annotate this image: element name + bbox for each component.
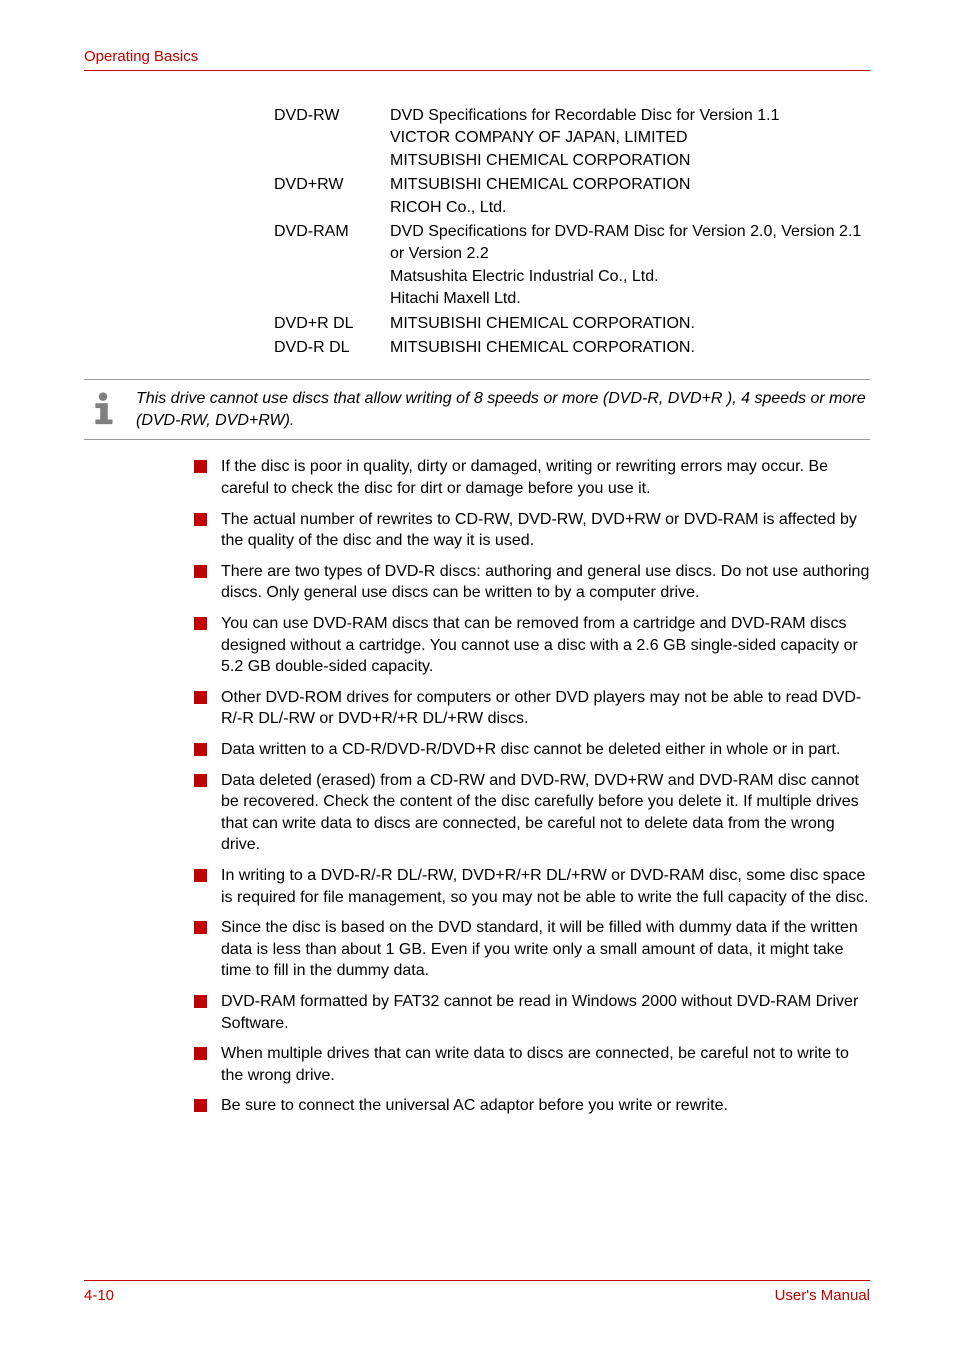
- spec-label: DVD-RAM: [274, 221, 390, 311]
- list-item: Other DVD-ROM drives for computers or ot…: [194, 687, 870, 730]
- spec-row: DVD-RWDVD Specifications for Recordable …: [274, 105, 870, 172]
- spec-label: DVD-RW: [274, 105, 390, 172]
- bullet-text: DVD-RAM formatted by FAT32 cannot be rea…: [221, 991, 870, 1034]
- list-item: Data deleted (erased) from a CD-RW and D…: [194, 770, 870, 856]
- list-item: There are two types of DVD-R discs: auth…: [194, 561, 870, 604]
- header-title: Operating Basics: [84, 48, 198, 65]
- bullet-icon: [194, 1047, 207, 1060]
- bullet-icon: [194, 460, 207, 473]
- bullet-text: In writing to a DVD-R/-R DL/-RW, DVD+R/+…: [221, 865, 870, 908]
- spec-value: DVD Specifications for DVD-RAM Disc for …: [390, 221, 870, 311]
- spec-value: MITSUBISHI CHEMICAL CORPORATION RICOH Co…: [390, 174, 870, 219]
- bullet-icon: [194, 513, 207, 526]
- list-item: In writing to a DVD-R/-R DL/-RW, DVD+R/+…: [194, 865, 870, 908]
- page-footer: 4-10 User's Manual: [84, 1280, 870, 1304]
- spec-value: MITSUBISHI CHEMICAL CORPORATION.: [390, 313, 870, 335]
- list-item: Since the disc is based on the DVD stand…: [194, 917, 870, 982]
- list-item: The actual number of rewrites to CD-RW, …: [194, 509, 870, 552]
- bullet-icon: [194, 774, 207, 787]
- bullet-icon: [194, 565, 207, 578]
- spec-label: DVD+RW: [274, 174, 390, 219]
- bullet-text: The actual number of rewrites to CD-RW, …: [221, 509, 870, 552]
- spec-row: DVD-RAMDVD Specifications for DVD-RAM Di…: [274, 221, 870, 311]
- bullet-text: Other DVD-ROM drives for computers or ot…: [221, 687, 870, 730]
- bullet-text: Since the disc is based on the DVD stand…: [221, 917, 870, 982]
- info-icon: [84, 390, 122, 428]
- footer-manual-label: User's Manual: [775, 1287, 870, 1304]
- list-item: When multiple drives that can write data…: [194, 1043, 870, 1086]
- bullet-text: If the disc is poor in quality, dirty or…: [221, 456, 870, 499]
- bullet-text: Data written to a CD-R/DVD-R/DVD+R disc …: [221, 739, 870, 761]
- bullet-text: You can use DVD-RAM discs that can be re…: [221, 613, 870, 678]
- info-note: This drive cannot use discs that allow w…: [84, 379, 870, 440]
- bullet-text: Data deleted (erased) from a CD-RW and D…: [221, 770, 870, 856]
- spec-value: DVD Specifications for Recordable Disc f…: [390, 105, 870, 172]
- bullet-icon: [194, 617, 207, 630]
- spec-label: DVD-R DL: [274, 337, 390, 359]
- list-item: Be sure to connect the universal AC adap…: [194, 1095, 870, 1117]
- bullet-icon: [194, 921, 207, 934]
- bullet-text: When multiple drives that can write data…: [221, 1043, 870, 1086]
- bullet-icon: [194, 995, 207, 1008]
- bullet-text: Be sure to connect the universal AC adap…: [221, 1095, 870, 1117]
- bullet-text: There are two types of DVD-R discs: auth…: [221, 561, 870, 604]
- bullet-list: If the disc is poor in quality, dirty or…: [194, 456, 870, 1116]
- page-header: Operating Basics: [84, 48, 870, 71]
- spec-row: DVD+RWMITSUBISHI CHEMICAL CORPORATION RI…: [274, 174, 870, 219]
- spec-label: DVD+R DL: [274, 313, 390, 335]
- bullet-icon: [194, 1099, 207, 1112]
- list-item: Data written to a CD-R/DVD-R/DVD+R disc …: [194, 739, 870, 761]
- spec-table: DVD-RWDVD Specifications for Recordable …: [274, 105, 870, 359]
- spec-row: DVD+R DLMITSUBISHI CHEMICAL CORPORATION.: [274, 313, 870, 335]
- bullet-icon: [194, 691, 207, 704]
- spec-value: MITSUBISHI CHEMICAL CORPORATION.: [390, 337, 870, 359]
- list-item: You can use DVD-RAM discs that can be re…: [194, 613, 870, 678]
- note-text: This drive cannot use discs that allow w…: [136, 388, 870, 431]
- list-item: If the disc is poor in quality, dirty or…: [194, 456, 870, 499]
- bullet-icon: [194, 869, 207, 882]
- bullet-icon: [194, 743, 207, 756]
- spec-row: DVD-R DLMITSUBISHI CHEMICAL CORPORATION.: [274, 337, 870, 359]
- list-item: DVD-RAM formatted by FAT32 cannot be rea…: [194, 991, 870, 1034]
- footer-page-number: 4-10: [84, 1287, 114, 1304]
- page-content: DVD-RWDVD Specifications for Recordable …: [84, 105, 870, 1126]
